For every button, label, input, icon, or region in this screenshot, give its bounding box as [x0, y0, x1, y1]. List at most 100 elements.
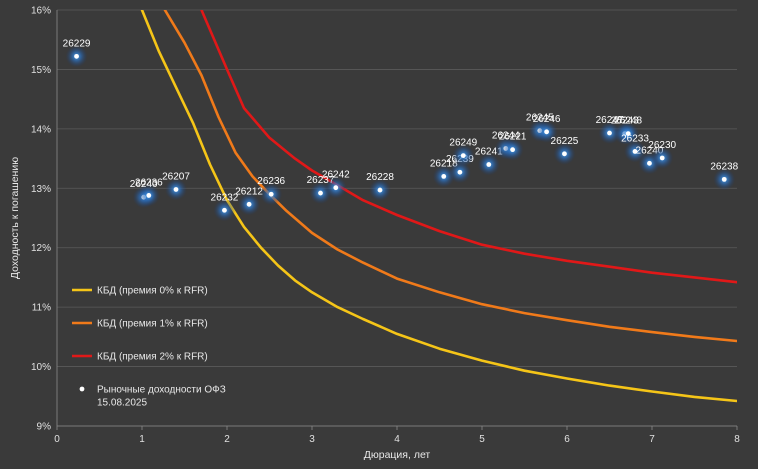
curve-line-2 — [200, 10, 737, 284]
y-tick-label: 11% — [32, 303, 51, 314]
bond-point[interactable]: 26238 — [710, 161, 739, 191]
bond-point-label: 26237 — [307, 175, 335, 186]
x-tick-label: 2 — [224, 434, 230, 445]
bond-point[interactable]: 26230 — [648, 140, 677, 169]
bond-point-label: 26249 — [449, 138, 477, 149]
y-tick-label: 9% — [37, 422, 52, 433]
bond-point[interactable]: 26212 — [235, 186, 263, 216]
bond-point[interactable]: 26207 — [162, 171, 190, 201]
bond-point-marker — [318, 190, 323, 196]
bond-point-label: 26212 — [235, 186, 263, 197]
bond-point-marker — [607, 130, 612, 136]
curves — [140, 10, 737, 403]
bond-point-marker — [74, 53, 79, 59]
y-tick-label: 10% — [31, 362, 51, 373]
legend-label: КБД (премия 2% к RFR) — [97, 352, 208, 363]
bond-point-marker — [268, 191, 274, 197]
bond-point-marker — [486, 162, 492, 167]
bond-point[interactable]: 26249 — [449, 138, 478, 167]
x-tick-label: 3 — [309, 434, 315, 445]
legend-item: КБД (премия 2% к RFR) — [72, 352, 208, 363]
bond-point-label: 26242 — [322, 170, 350, 181]
bond-point-label: 26240 — [130, 179, 158, 190]
bond-point[interactable]: 26248 — [614, 116, 643, 145]
y-tick-label: 12% — [31, 243, 51, 254]
y-tick-label: 15% — [31, 65, 51, 76]
bond-point[interactable]: 26228 — [366, 172, 394, 202]
bond-point-marker — [632, 149, 638, 154]
curve-line-1 — [163, 10, 737, 343]
bond-point-marker — [222, 207, 227, 213]
legend-label: КБД (премия 1% к RFR) — [97, 319, 208, 330]
x-tick-label: 7 — [649, 434, 655, 445]
bond-point[interactable]: 26221 — [499, 132, 527, 161]
x-tick-label: 0 — [54, 434, 60, 445]
bond-point-label: 26221 — [499, 132, 527, 143]
bond-point[interactable]: 26246 — [533, 114, 561, 143]
bond-point-label: 26218 — [430, 158, 458, 169]
bond-point-marker — [146, 193, 152, 198]
legend-label: Рыночные доходности ОФЗ 15.08.2025 — [97, 385, 226, 409]
bond-point-label: 26244 — [492, 130, 520, 141]
x-tick-label: 6 — [564, 434, 570, 445]
grid — [56, 9, 738, 430]
axes: Дюрация, лет Доходность к погашению 9%10… — [9, 6, 740, 462]
bond-point-label: 26240 — [636, 145, 664, 156]
bond-point-label: 26245 — [526, 113, 554, 124]
bond-point-marker — [333, 185, 339, 191]
bond-point-label: 26243 — [611, 116, 639, 127]
bond-point[interactable]: 26225 — [551, 136, 579, 165]
bond-point-label: 26230 — [648, 140, 676, 151]
x-tick-label: 5 — [479, 434, 485, 445]
bond-point-marker — [562, 151, 567, 157]
legend-item: Рыночные доходности ОФЗ 15.08.2025 — [79, 385, 226, 409]
bond-point-marker — [721, 176, 727, 182]
bond-point-marker — [460, 153, 466, 159]
legend-item: КБД (премия 1% к RFR) — [72, 319, 208, 330]
y-tick-label: 13% — [31, 184, 51, 195]
bond-point-label: 26236 — [135, 177, 163, 188]
y-axis-label: Доходность к погашению — [9, 157, 21, 279]
bond-point-label: 26246 — [533, 114, 561, 125]
bond-point-label: 26232 — [211, 192, 239, 203]
bond-point-marker — [457, 169, 463, 175]
bond-point-label: 26228 — [366, 172, 394, 183]
bond-point-label: 26241 — [475, 147, 503, 158]
legend-marker — [79, 386, 85, 392]
bond-point-marker — [173, 187, 179, 192]
curve-line-0 — [140, 10, 737, 403]
bond-point[interactable]: 26242 — [322, 170, 350, 199]
bond-point[interactable]: 26229 — [63, 38, 91, 68]
bond-point-label: 26233 — [621, 133, 649, 144]
bond-point-marker — [625, 131, 631, 137]
legend-label: КБД (премия 0% к RFR) — [97, 286, 208, 297]
bond-point[interactable]: 26236 — [257, 176, 286, 206]
bond-point-marker — [544, 129, 549, 135]
bond-point-label: 26207 — [162, 171, 190, 182]
legend-item: КБД (премия 0% к RFR) — [72, 286, 208, 297]
y-tick-label: 14% — [31, 124, 51, 135]
bond-point-marker — [377, 187, 383, 193]
bond-point-marker — [659, 155, 665, 161]
bond-point-label: 26247 — [596, 115, 624, 126]
bond-point-marker — [246, 201, 252, 207]
y-tick-label: 16% — [31, 6, 51, 17]
bond-point-label: 26248 — [614, 116, 642, 127]
x-tick-label: 8 — [734, 434, 740, 445]
bond-point[interactable]: 26241 — [475, 147, 503, 176]
bond-point-label: 26238 — [710, 161, 738, 172]
bond-point-marker — [510, 147, 515, 153]
bond-point[interactable]: 26232 — [211, 192, 239, 222]
bond-point[interactable]: 26236 — [135, 177, 163, 207]
bond-point-label: 26225 — [551, 136, 579, 147]
bond-point-label: 26236 — [257, 176, 285, 187]
bond-point-marker — [647, 160, 652, 166]
bond-point-marker — [441, 174, 447, 179]
bond-point-label: 26229 — [63, 38, 91, 49]
x-tick-label: 4 — [394, 434, 400, 445]
x-tick-label: 1 — [139, 434, 145, 445]
x-axis-label: Дюрация, лет — [364, 449, 431, 461]
